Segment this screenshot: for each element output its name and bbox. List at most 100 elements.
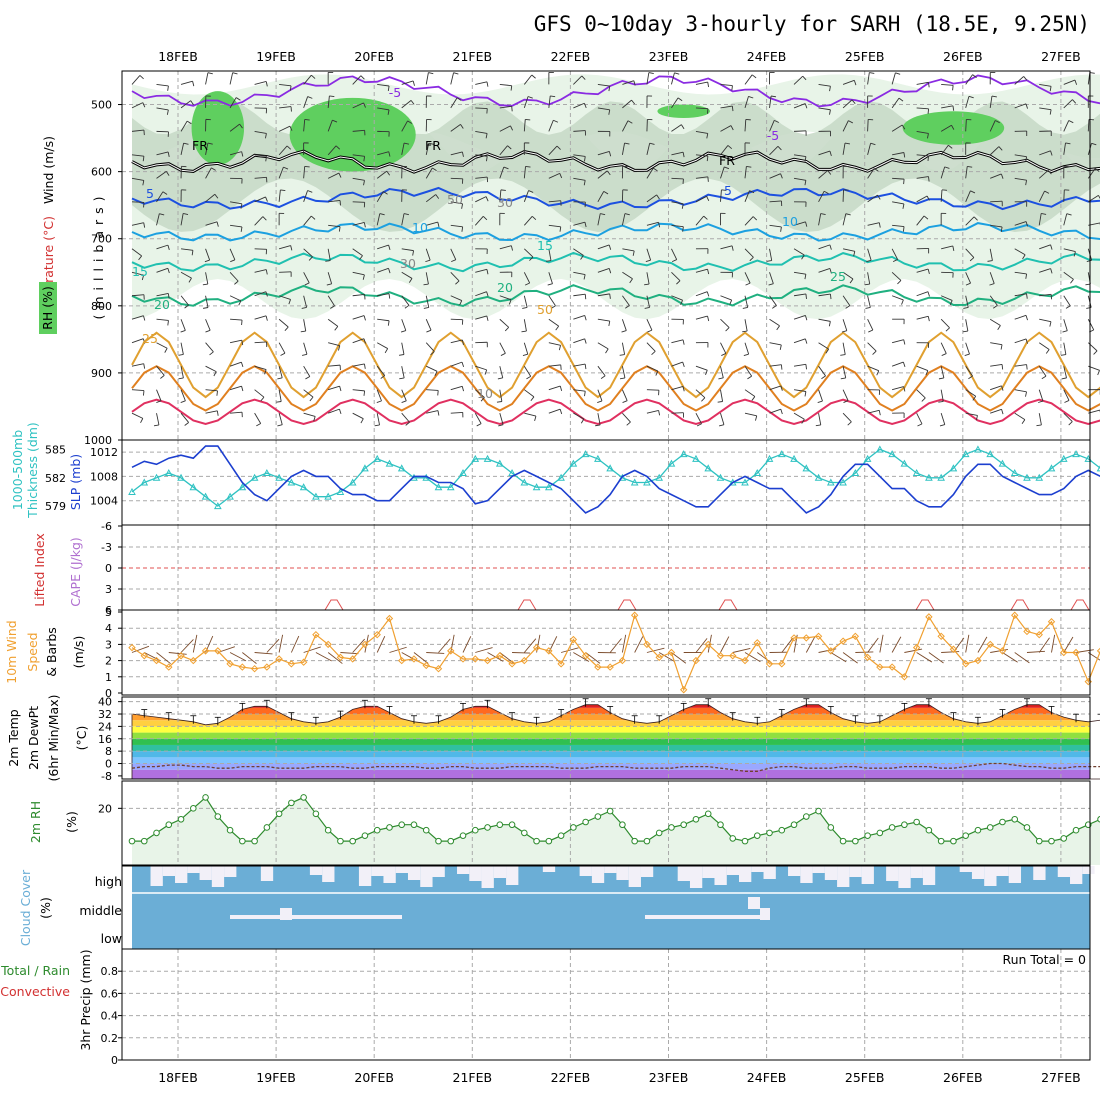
rh2m-point — [459, 832, 467, 839]
thickness-point — [361, 464, 369, 472]
wind-speed-point — [630, 611, 639, 619]
cloud-clear-mid — [280, 908, 292, 920]
rh2m-point — [999, 818, 1006, 826]
cloud-clear-high — [849, 866, 862, 877]
wind-speed-point — [704, 640, 712, 649]
ytick-label: 900 — [91, 367, 112, 380]
wind-speed-point — [201, 647, 210, 655]
cloud-clear-high — [824, 866, 838, 880]
rh2m-point — [582, 818, 589, 826]
slp-tick: 1008 — [90, 470, 118, 483]
contour-label: 10 — [477, 386, 493, 401]
wind-speed-point — [373, 630, 381, 639]
thickness-point — [385, 459, 394, 467]
thickness-point — [1023, 473, 1031, 481]
lifted-index-bump — [718, 599, 738, 611]
thickness-point — [397, 464, 406, 472]
cloud-clear-high — [358, 866, 372, 886]
wind-speed-point — [1096, 647, 1100, 655]
cloud-clear-high — [714, 866, 727, 885]
wind-speed-point — [741, 656, 749, 665]
rh2m-point — [631, 837, 638, 845]
rh2m-panel: 20 2m RH (%) — [28, 780, 1100, 866]
cloud-clear-high — [922, 866, 936, 885]
rh2m-point — [471, 826, 479, 834]
thickness-point — [1010, 469, 1019, 477]
thickness-point — [679, 450, 688, 458]
rh2m-point — [533, 837, 540, 845]
thickness-point — [814, 473, 823, 481]
ylabel-thickness-1: 1000-500mb — [10, 430, 25, 510]
thickness-point — [263, 469, 271, 477]
date-label-bottom: 22FEB — [551, 1070, 591, 1085]
rh2m-point — [484, 824, 491, 831]
rh2m-point — [901, 821, 908, 829]
wind-speed-point — [814, 632, 823, 641]
lifted-index-bump — [324, 599, 344, 611]
rh2m-point — [986, 824, 994, 831]
cloud-clear-high — [702, 866, 715, 878]
date-label-top: 26FEB — [943, 49, 983, 64]
wind-speed-point — [557, 660, 565, 668]
ylabel-thickness-2: Thickness (dm) — [25, 422, 40, 519]
wind-speed-point — [189, 656, 198, 665]
wind-speed-point — [790, 634, 798, 642]
wind-speed-point — [545, 647, 553, 655]
rh2m-point — [950, 837, 957, 845]
wind-speed-point — [312, 630, 320, 639]
contour-label: -5 — [767, 128, 779, 143]
thickness-point — [606, 464, 614, 472]
wind-speed-point — [888, 663, 896, 671]
cloud-clear-high — [689, 866, 703, 888]
wind-speed-point — [214, 647, 222, 655]
thickness-point — [753, 469, 762, 477]
wind-speed-point — [753, 639, 761, 647]
thickness-point — [569, 459, 578, 467]
run-total: Run Total = 0 — [1002, 952, 1086, 967]
cloud-clear-high — [371, 866, 384, 876]
cloud-clear-high — [910, 866, 923, 878]
rh2m-point — [704, 810, 712, 818]
ylabel-wind: Wind (m/s) — [41, 136, 56, 204]
date-label-bottom: 18FEB — [158, 1070, 198, 1085]
ytick-label: 16 — [98, 733, 112, 746]
contour-label: FR — [425, 138, 441, 153]
rh2m-point — [937, 837, 945, 845]
ylabel-rh2m: 2m RH — [28, 801, 43, 843]
cloud-clear-high — [739, 866, 752, 882]
rh2m-point — [815, 807, 822, 815]
cloud-clear-high — [224, 866, 237, 877]
date-label-bottom: 23FEB — [649, 1070, 689, 1085]
cloud-clear-high — [542, 866, 556, 872]
contour-label: 10 — [782, 214, 798, 229]
isotherm-20 — [131, 284, 1100, 308]
thickness-point — [152, 473, 161, 481]
wind-speed-point — [508, 660, 516, 668]
cloud-clear-high — [162, 866, 176, 876]
ytick-label: 1 — [105, 671, 112, 684]
rh2m-point — [263, 824, 271, 831]
isotherm-25 — [131, 331, 1100, 399]
rh2m-point — [839, 837, 847, 845]
lifted-index-bump — [1070, 599, 1090, 611]
ytick-label: 5 — [105, 606, 112, 619]
rh2m-point — [508, 821, 516, 829]
cloud-clear-high — [837, 866, 850, 887]
rh2m-point — [1072, 826, 1080, 834]
thickness-point — [863, 454, 872, 462]
date-label-bottom: 24FEB — [747, 1070, 787, 1085]
cloud-clear-high — [1057, 866, 1071, 877]
date-label-bottom: 27FEB — [1041, 1070, 1081, 1085]
date-label-top: 27FEB — [1041, 49, 1081, 64]
thickness-point — [238, 483, 247, 491]
thickness-point — [520, 478, 529, 486]
rh2m-fill — [132, 797, 1100, 865]
rh2m-point — [668, 824, 675, 831]
ylabel-millibars: (millibars) — [91, 190, 106, 319]
ytick-label: 6 — [105, 604, 112, 617]
ytick-label: 500 — [91, 99, 112, 112]
rh2m-point — [153, 829, 160, 837]
isotherm-35 — [131, 398, 1100, 425]
thickness-point — [839, 478, 847, 486]
temp-color-band — [132, 738, 1090, 745]
